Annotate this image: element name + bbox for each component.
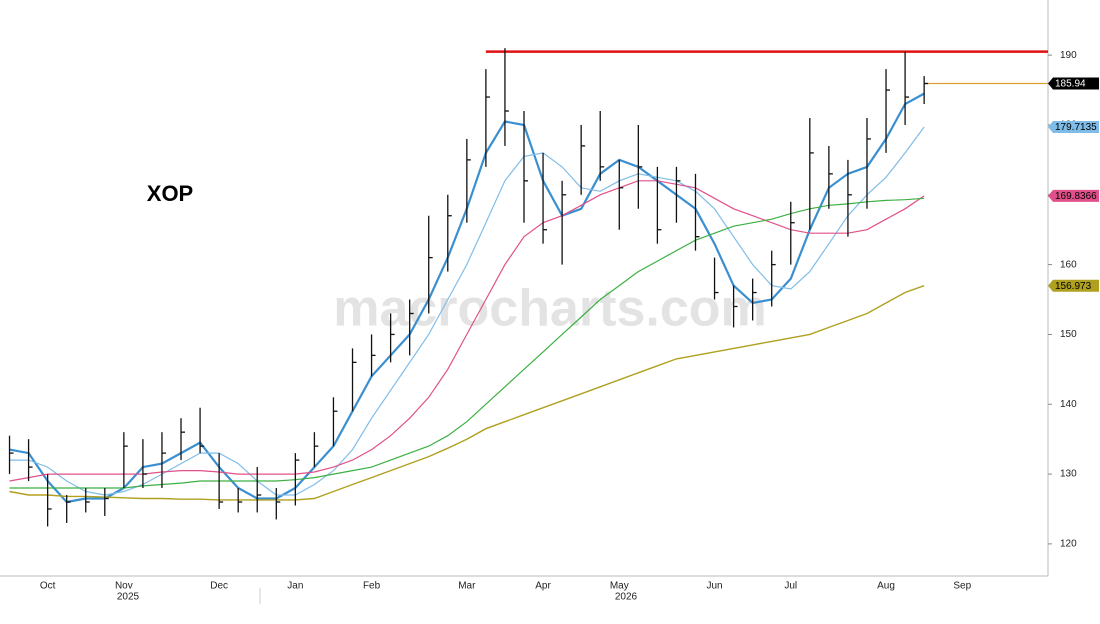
- x-tick-label: Jan: [287, 581, 303, 592]
- y-tick-label: 190: [1060, 50, 1077, 61]
- series-value-label-box: [1048, 189, 1099, 202]
- series-value-label: 169.8366: [1055, 191, 1097, 202]
- last-price-label: 185.94: [1055, 79, 1086, 90]
- x-tick-label: Mar: [458, 581, 476, 592]
- x-tick-label: Jul: [784, 581, 797, 592]
- watermark: macrocharts.com: [333, 280, 767, 338]
- y-tick-label: 160: [1060, 259, 1077, 270]
- y-tick-label: 120: [1060, 539, 1077, 550]
- x-tick-label: Nov: [115, 581, 133, 592]
- moving-average-line: [9, 285, 925, 501]
- series-value-label: 156.973: [1055, 281, 1092, 292]
- series-value-label-box: [1048, 120, 1099, 133]
- series-value-label-box: [1048, 279, 1099, 292]
- x-tick-label: Sep: [953, 581, 971, 592]
- x-tick-label: Feb: [363, 581, 381, 592]
- chart-title: XOP: [147, 181, 193, 206]
- year-label: 2026: [615, 592, 638, 603]
- year-label: 2025: [117, 592, 140, 603]
- x-tick-label: Dec: [210, 581, 228, 592]
- y-tick-label: 140: [1060, 399, 1077, 410]
- x-tick-label: Jun: [706, 581, 722, 592]
- y-tick-label: 150: [1060, 329, 1077, 340]
- x-tick-label: May: [610, 581, 629, 592]
- y-tick-label: 130: [1060, 469, 1077, 480]
- last-price-label-box: [1048, 77, 1099, 90]
- x-tick-label: Apr: [535, 581, 551, 592]
- x-tick-label: Aug: [877, 581, 895, 592]
- series-value-label: 179.7135: [1055, 122, 1097, 133]
- x-tick-label: Oct: [40, 581, 56, 592]
